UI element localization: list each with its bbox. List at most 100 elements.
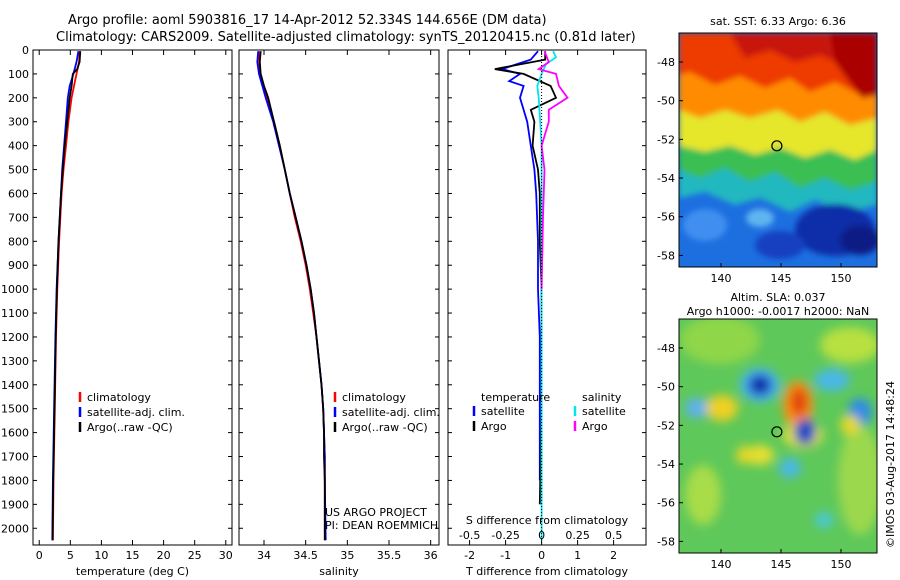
depth-tick-label: 100 <box>8 68 29 81</box>
sst-map-title: sat. SST: 6.33 Argo: 6.36 <box>710 15 846 28</box>
depth-tick-label: 200 <box>8 92 29 105</box>
profile-title: Argo profile: aoml 5903816_17 14-Apr-201… <box>68 13 547 28</box>
depth-tick-label: 1200 <box>1 331 29 344</box>
difference-xtick-label: 2 <box>610 549 617 562</box>
depth-tick-label: 1000 <box>1 283 29 296</box>
map-sst-axes: 140 145 150 -48 -50 -52 -54 -56 -58 <box>657 32 878 285</box>
depth-tick-label: 400 <box>8 140 29 153</box>
map-sst-ytick-label: -48 <box>657 56 675 69</box>
temperature-xlabel: temperature (deg C) <box>76 565 189 578</box>
temperature-panel: 0 5 10 15 20 25 300100200300400500600700800900… <box>1 44 233 578</box>
depth-tick-label: 700 <box>8 211 29 224</box>
salinity-series-satelliteadjclim <box>256 51 327 541</box>
map-sst-ytick-label: -50 <box>657 95 675 108</box>
map-sla-xtick-label: 140 <box>711 558 732 571</box>
sdiff-legend-label: satellite <box>582 405 626 418</box>
temperature-xtick-label: 15 <box>126 549 140 562</box>
map-sla-ytick-label: -56 <box>657 497 675 510</box>
map-sst-xtick-label: 150 <box>831 272 852 285</box>
map-sla-xtick-label: 150 <box>831 558 852 571</box>
salinity-series-climatology <box>258 51 326 541</box>
depth-tick-label: 600 <box>8 187 29 200</box>
map-sla-ytick-label: -54 <box>657 458 675 471</box>
map-sla-ytick-label: -58 <box>657 535 675 548</box>
map-sla-ytick-label: -48 <box>657 342 675 355</box>
depth-tick-label: 1600 <box>1 427 29 440</box>
salinity-legend-label: satellite-adj. clim. <box>342 406 440 419</box>
difference-xlabel: T difference from climatology <box>465 565 628 578</box>
depth-tick-label: 1500 <box>1 403 29 416</box>
map-sst-ytick-label: -52 <box>657 133 675 146</box>
difference-series-salinity-argo <box>536 50 569 290</box>
salinity-xtick-label: 34.5 <box>293 549 318 562</box>
depth-tick-label: 1700 <box>1 451 29 464</box>
map-sst-ytick-label: -58 <box>657 249 675 262</box>
difference-series-temperature-argo <box>494 51 558 505</box>
map-sla-argo-marker <box>771 426 783 438</box>
tdiff-legend-label: satellite <box>481 405 525 418</box>
sla-field <box>680 319 877 535</box>
difference-xtick-label: -2 <box>464 549 475 562</box>
temperature-series-argorawqc <box>51 51 82 541</box>
sla-map-title: Altim. SLA: 0.037 <box>730 291 826 304</box>
project-credit: US ARGO PROJECT <box>325 506 427 519</box>
temperature-xtick-label: 20 <box>157 549 171 562</box>
map-sst-xtick-label: 145 <box>771 272 792 285</box>
sdiff-legend-label: Argo <box>582 420 608 433</box>
salinity-xlabel: salinity <box>319 565 359 578</box>
depth-tick-label: 2000 <box>1 522 29 535</box>
temperature-xtick-label: 30 <box>219 549 233 562</box>
depth-tick-label: 800 <box>8 235 29 248</box>
salinity-panel: 34 34.5 35 35.5 36 salinity climatology satelli… <box>238 49 440 578</box>
temperature-legend-label: Argo(..raw -QC) <box>87 421 173 434</box>
difference-panel: -2 -1 0 1 2 T difference from climatology -0.5… <box>447 49 647 578</box>
map-sst-xtick-label: 140 <box>711 272 732 285</box>
difference-xtick-label: 1 <box>574 549 581 562</box>
map-sst-ytick-label: -56 <box>657 211 675 224</box>
temperature-legend-label: satellite-adj. clim. <box>87 406 185 419</box>
temperature-xtick-label: 0 <box>36 549 43 562</box>
tdiff-legend-label: Argo <box>481 420 507 433</box>
tdiff-legend-title: temperature <box>481 391 550 404</box>
map-sla-xtick-label: 145 <box>771 558 792 571</box>
salinity-xtick-label: 34 <box>257 549 271 562</box>
salinity-xtick-label: 36 <box>424 549 438 562</box>
temperature-legend-label: climatology <box>87 391 151 404</box>
temperature-xtick-label: 10 <box>94 549 108 562</box>
depth-tick-label: 1900 <box>1 498 29 511</box>
sdiff-tick-label: 0.25 <box>565 529 590 542</box>
climatology-title: Climatology: CARS2009. Satellite-adjuste… <box>56 30 636 45</box>
depth-tick-label: 900 <box>8 259 29 272</box>
salinity-xtick-label: 35.5 <box>377 549 402 562</box>
temperature-frame <box>32 49 233 546</box>
depth-tick-label: 1400 <box>1 379 29 392</box>
temperature-xtick-label: 5 <box>67 549 74 562</box>
depth-tick-label: 300 <box>8 116 29 129</box>
sdiff-axis-label: S difference from climatology <box>466 514 629 527</box>
sdiff-tick-label: 0.5 <box>605 529 623 542</box>
sdiff-tick-label: -0.5 <box>459 529 480 542</box>
map-sst-argo-marker <box>771 140 783 152</box>
depth-tick-label: 1100 <box>1 307 29 320</box>
salinity-legend-label: climatology <box>342 391 406 404</box>
map-sst-ytick-label: -54 <box>657 172 675 185</box>
salinity-legend-label: Argo(..raw -QC) <box>342 421 428 434</box>
depth-tick-label: 1800 <box>1 474 29 487</box>
temperature-xtick-label: 25 <box>188 549 202 562</box>
map-sla-axes: 140 145 150 -48 -50 -52 -54 -56 -58 <box>657 318 878 571</box>
sst-field <box>679 33 877 259</box>
map-sla-ytick-label: -50 <box>657 381 675 394</box>
difference-xtick-label: -1 <box>500 549 511 562</box>
difference-xtick-label: 0 <box>538 549 545 562</box>
pi-credit: PI: DEAN ROEMMICH <box>325 519 439 532</box>
salinity-frame <box>238 49 440 546</box>
sst-map <box>679 33 877 267</box>
salinity-xtick-label: 35 <box>340 549 354 562</box>
depth-tick-label: 500 <box>8 164 29 177</box>
sdiff-tick-label: -0.25 <box>491 529 519 542</box>
sdiff-legend-title: salinity <box>582 391 622 404</box>
sla-map <box>679 319 877 553</box>
map-sla-frame <box>678 318 878 554</box>
depth-tick-label: 1300 <box>1 355 29 368</box>
